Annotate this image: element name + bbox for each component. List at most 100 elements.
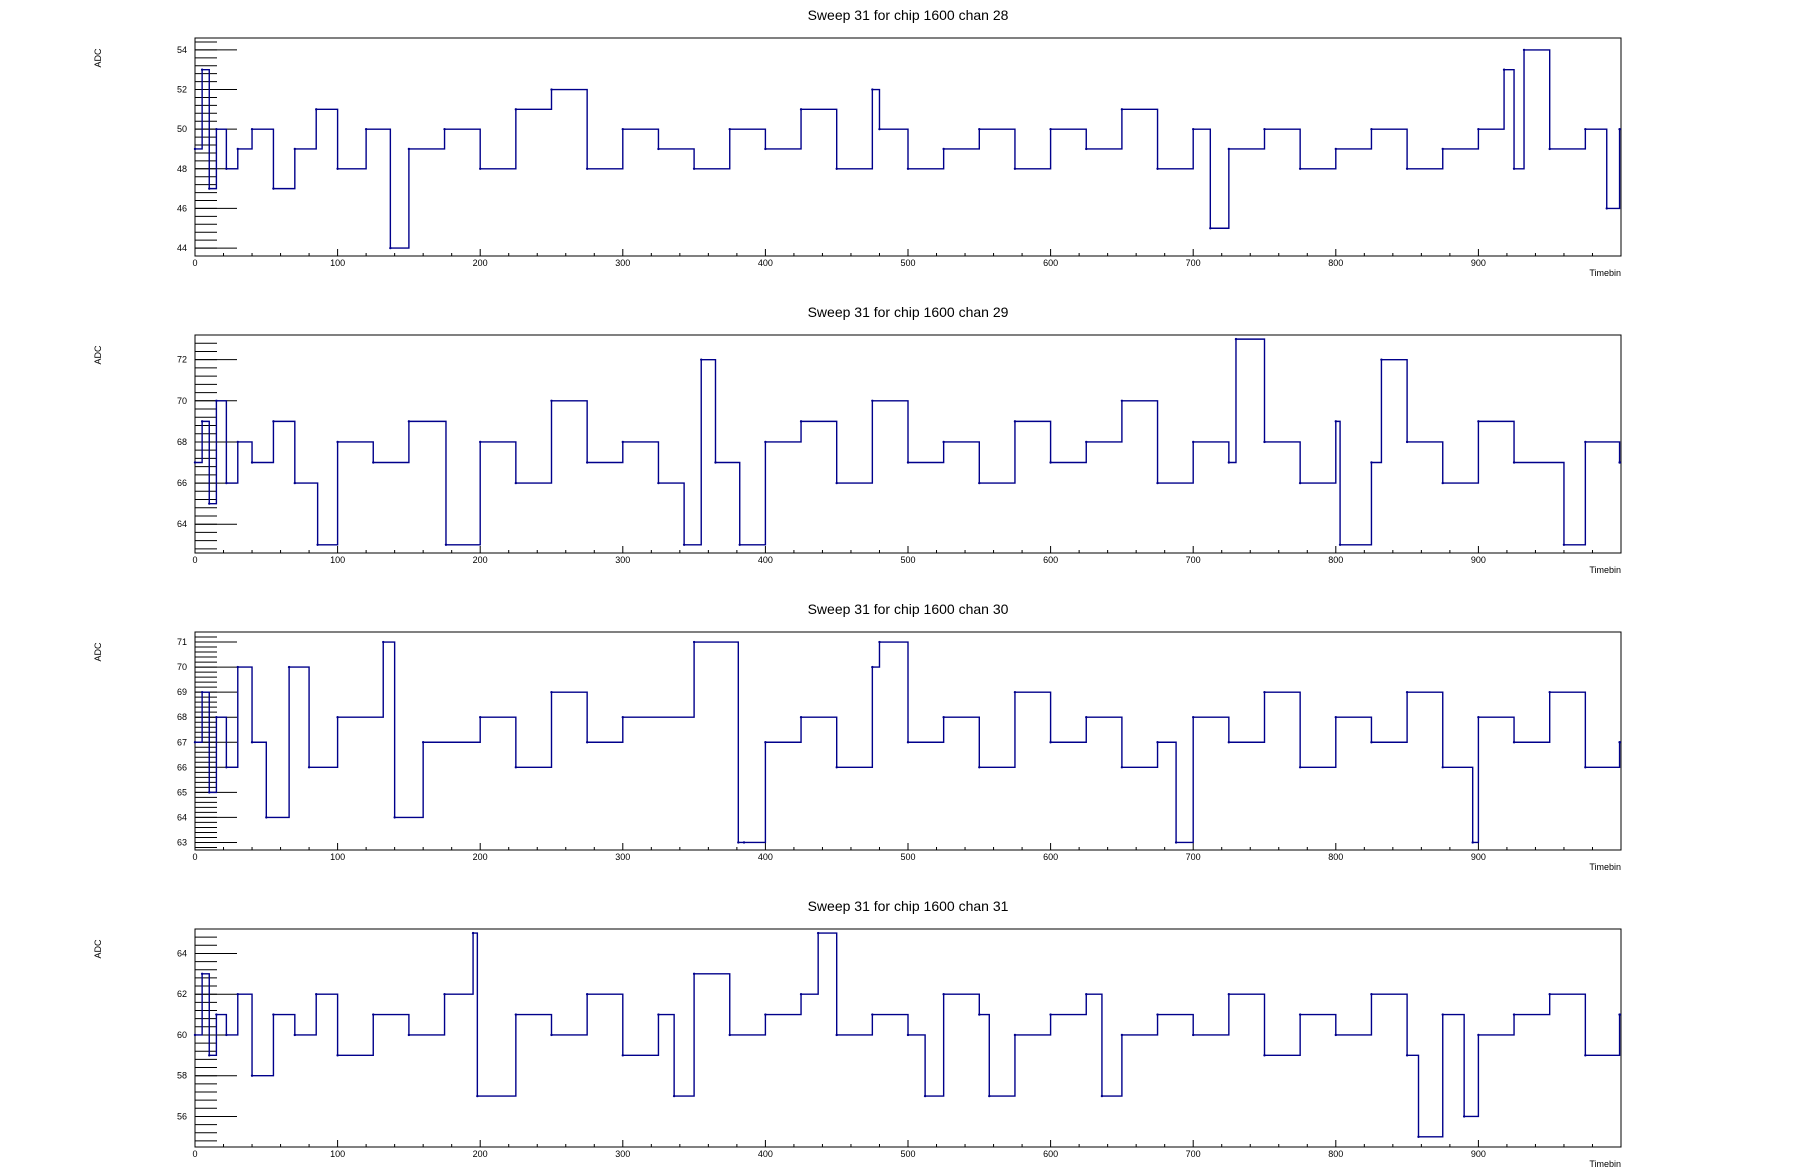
data-point: [1049, 1013, 1052, 1016]
data-point: [287, 665, 291, 669]
data-point: [1234, 337, 1238, 341]
data-point: [389, 246, 392, 250]
y-tick-label: 64: [177, 948, 187, 958]
data-point: [200, 420, 204, 423]
data-point: [236, 665, 239, 669]
x-tick-label: 200: [473, 1149, 488, 1159]
data-point: [364, 127, 368, 131]
data-point: [443, 992, 446, 996]
data-point: [978, 1013, 981, 1016]
data-point: [1227, 741, 1231, 744]
data-point: [621, 127, 624, 131]
data-point: [978, 766, 981, 769]
data-point: [942, 440, 945, 444]
data-point: [250, 461, 254, 464]
data-point: [193, 461, 197, 464]
data-point: [1085, 440, 1088, 444]
x-tick-label: 500: [900, 258, 915, 268]
data-point: [1049, 741, 1052, 744]
data-point: [272, 420, 275, 423]
x-tick-label: 700: [1186, 852, 1201, 862]
data-point: [514, 481, 518, 485]
data-point: [393, 816, 396, 819]
y-tick-label: 48: [177, 164, 187, 174]
data-point: [1502, 68, 1506, 71]
data-point: [372, 461, 375, 464]
x-tick-label: 900: [1471, 1149, 1486, 1159]
y-tick-label: 68: [177, 437, 187, 447]
data-point: [476, 1094, 479, 1098]
y-axis-label: ADC: [93, 642, 103, 662]
y-tick-label: 62: [177, 989, 187, 999]
data-point: [316, 543, 319, 546]
data-point: [764, 147, 767, 151]
data-point: [225, 167, 228, 170]
data-point: [1263, 690, 1266, 694]
data-point: [1298, 481, 1302, 485]
data-point: [1013, 690, 1017, 694]
y-tick-label: 46: [177, 203, 187, 213]
chart-title: Sweep 31 for chip 1600 chan 31: [808, 898, 1009, 914]
x-axis-label: Timebin: [1589, 862, 1621, 872]
data-point: [1334, 147, 1338, 151]
chart-title: Sweep 31 for chip 1600 chan 28: [808, 7, 1009, 23]
data-point: [407, 420, 411, 423]
data-point: [293, 1033, 297, 1037]
data-point: [1584, 127, 1587, 131]
data-point: [942, 715, 945, 719]
data-point: [871, 399, 874, 403]
data-point: [1512, 1013, 1516, 1016]
data-point: [208, 791, 211, 794]
data-point: [265, 816, 268, 819]
data-point: [1441, 481, 1444, 485]
panel-chan-29: Sweep 31 for chip 1600 chan 29 ADC Timeb…: [93, 304, 1622, 575]
y-axis-label: ADC: [93, 48, 103, 68]
data-point: [1334, 420, 1338, 423]
data-point: [764, 440, 767, 444]
data-point: [1584, 1054, 1587, 1057]
data-point: [215, 399, 218, 403]
data-point: [906, 167, 910, 170]
x-tick-label: 800: [1328, 852, 1343, 862]
data-point: [550, 690, 553, 694]
data-point: [1334, 715, 1338, 719]
y-tick-label: 52: [177, 85, 187, 95]
data-point: [1618, 741, 1621, 744]
panel-chan-28: Sweep 31 for chip 1600 chan 28 ADC Timeb…: [93, 7, 1622, 278]
data-point: [1584, 766, 1587, 769]
data-point: [728, 1033, 731, 1037]
data-point: [1263, 440, 1266, 444]
data-point: [1120, 766, 1124, 769]
data-point: [1227, 461, 1231, 464]
data-point: [1522, 48, 1526, 52]
data-point: [1085, 715, 1088, 719]
y-tick-label: 58: [177, 1071, 187, 1081]
data-point: [906, 741, 910, 744]
data-point: [700, 358, 703, 361]
data-point: [672, 1094, 676, 1098]
x-tick-label: 700: [1186, 258, 1201, 268]
data-point: [871, 665, 874, 669]
data-point: [479, 440, 482, 444]
x-axis-label: Timebin: [1589, 565, 1621, 575]
data-point: [1380, 358, 1383, 361]
data-point: [236, 440, 239, 444]
data-point: [692, 640, 696, 644]
data-point: [1192, 440, 1195, 444]
x-tick-label: 400: [758, 555, 773, 565]
data-point: [479, 715, 482, 719]
data-point: [1370, 741, 1373, 744]
x-axis-label: Timebin: [1589, 1159, 1621, 1169]
data-point: [799, 108, 803, 111]
x-tick-label: 200: [473, 555, 488, 565]
x-tick-label: 100: [330, 258, 345, 268]
data-point: [208, 502, 211, 505]
panel-chan-30: Sweep 31 for chip 1600 chan 30 ADC Timeb…: [93, 601, 1622, 872]
data-point: [550, 88, 553, 91]
data-point: [1156, 167, 1159, 170]
x-tick-label: 600: [1043, 1149, 1058, 1159]
data-point: [1263, 127, 1266, 131]
data-point: [1120, 399, 1124, 403]
data-point: [1405, 690, 1409, 694]
data-point: [1441, 1013, 1444, 1016]
